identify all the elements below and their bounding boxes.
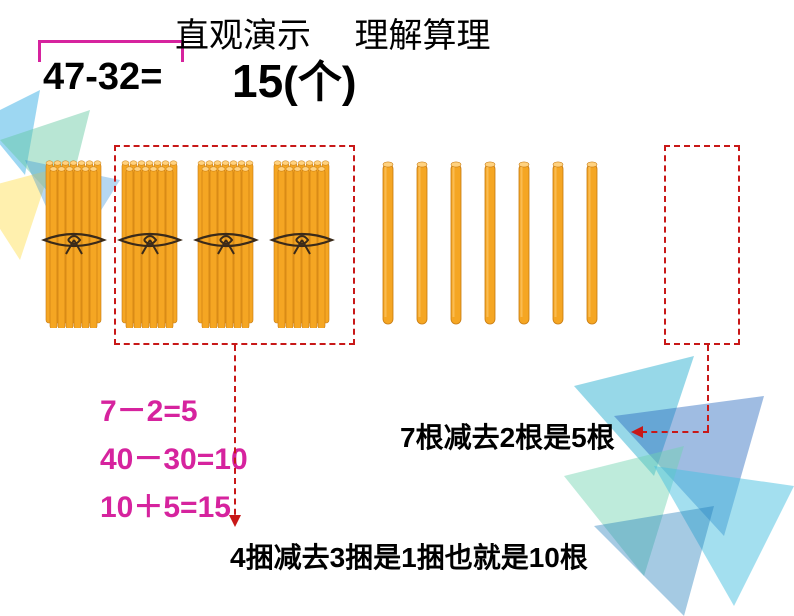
explain-bundles-text: 4捆减去3捆是1捆也就是10根 [230,536,588,576]
equation-expression: 47-32= [43,56,162,99]
arrow-bundles [234,345,236,525]
stick-bundle [266,158,338,328]
arrow-singles-head [631,426,643,438]
step-equation: 7－2=5 [100,388,248,436]
step-equation: 40－30=10 [100,436,248,484]
step-equations: 7－2=540－30=1010＋5=15 [100,388,248,532]
arrow-singles-horizontal [641,431,709,433]
stick-bundle [38,158,110,328]
single-stick [416,161,428,326]
stick-bundle [114,158,186,328]
arrow-singles-vertical [707,345,709,431]
result-value: 15 [232,55,283,107]
explain-singles-text: 7根减去2根是5根 [400,416,615,456]
single-stick [552,161,564,326]
sticks-diagram [38,158,758,328]
single-stick [586,161,598,326]
single-stick [382,161,394,326]
result-unit: (个) [283,58,356,107]
stick-bundle [190,158,262,328]
step-equation: 10＋5=15 [100,484,248,532]
single-stick [518,161,530,326]
single-sticks-group [382,158,598,328]
single-stick [450,161,462,326]
equation-result: 15(个) [232,46,356,110]
single-stick [484,161,496,326]
